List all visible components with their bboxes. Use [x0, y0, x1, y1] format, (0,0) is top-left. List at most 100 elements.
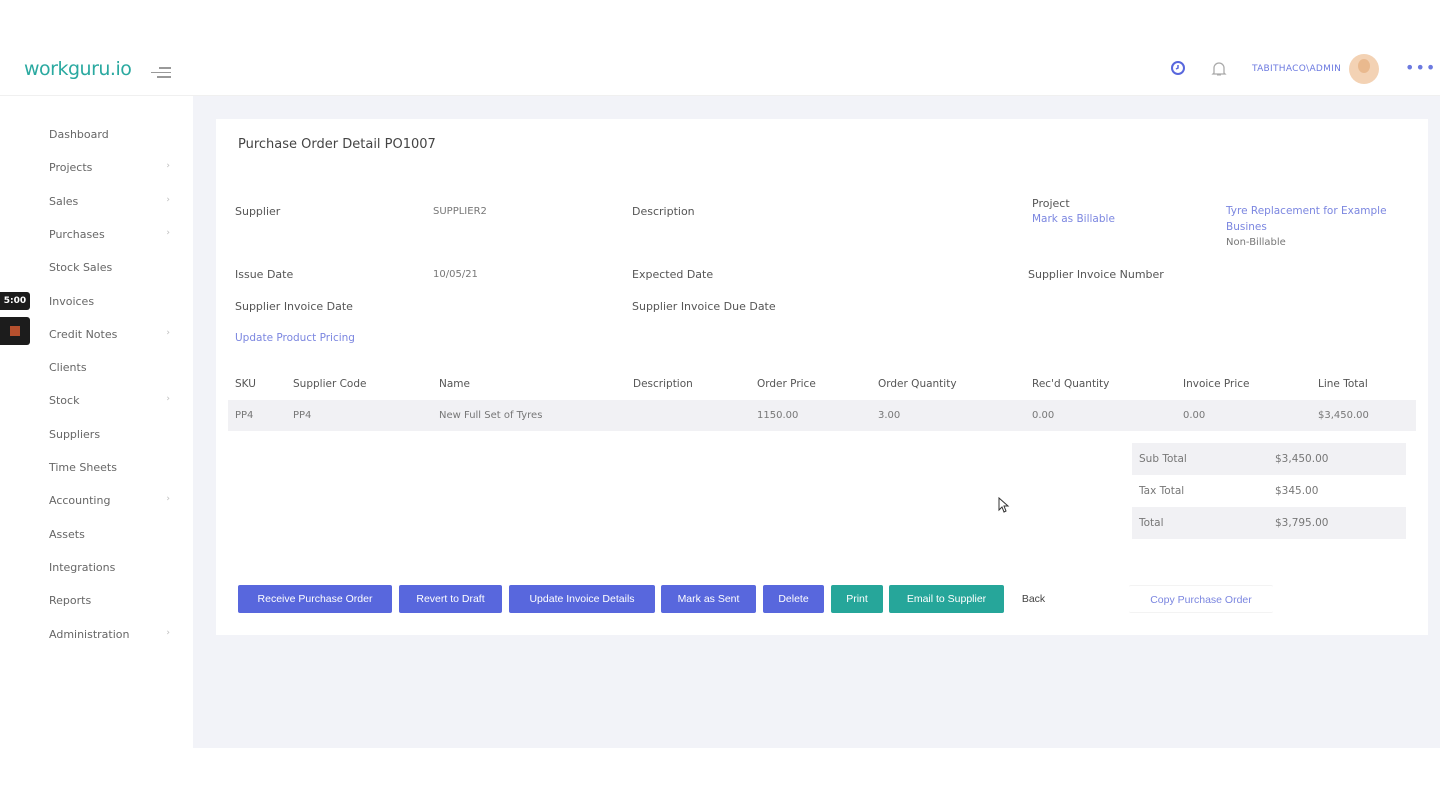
user-name[interactable]: TABITHACO\ADMIN — [1252, 64, 1342, 74]
top-bar: workguru.io TABITHACO\ADMIN ••• — [0, 44, 1440, 96]
bell-icon[interactable] — [1211, 60, 1227, 78]
avatar[interactable] — [1349, 54, 1379, 84]
chevron-right-icon: › — [166, 227, 170, 238]
stop-recording-button[interactable] — [0, 317, 30, 345]
description-label: Description — [632, 205, 695, 218]
receive-purchase-order-button[interactable]: Receive Purchase Order — [238, 585, 392, 613]
supplier-value: SUPPLIER2 — [433, 206, 487, 217]
sidebar-item-clients[interactable]: Clients — [49, 361, 174, 374]
table-row: PP4 PP4 New Full Set of Tyres 1150.00 3.00 0.… — [228, 400, 1416, 431]
sub-total-row: Sub Total $3,450.00 — [1132, 443, 1406, 475]
print-button[interactable]: Print — [831, 585, 883, 613]
sidebar-item-label: Suppliers — [49, 427, 101, 441]
sidebar-item-label: Stock — [49, 394, 80, 408]
column-header: Description — [633, 378, 693, 390]
clock-icon[interactable] — [1170, 60, 1186, 76]
timer-badge[interactable]: 5:00 — [0, 292, 30, 310]
column-header: Line Total — [1318, 378, 1368, 390]
menu-toggle-icon[interactable] — [151, 64, 171, 81]
column-header: Supplier Code — [293, 378, 367, 390]
update-invoice-details-button[interactable]: Update Invoice Details — [509, 585, 655, 613]
sidebar-item-label: Stock Sales — [49, 261, 113, 275]
table-cell: PP4 — [293, 410, 312, 421]
chevron-right-icon: › — [166, 627, 170, 638]
chevron-right-icon: › — [166, 494, 170, 505]
sub-total-value: $3,450.00 — [1275, 453, 1329, 465]
mark-as-sent-button[interactable]: Mark as Sent — [661, 585, 756, 613]
supplier-invoice-number-label: Supplier Invoice Number — [1028, 268, 1164, 281]
sidebar-item-integrations[interactable]: Integrations — [49, 561, 174, 574]
sidebar-item-label: Purchases — [49, 227, 105, 241]
email-to-supplier-button[interactable]: Email to Supplier — [889, 585, 1004, 613]
column-header: Invoice Price — [1183, 378, 1250, 390]
more-icon[interactable]: ••• — [1405, 58, 1437, 77]
table-cell: PP4 — [235, 410, 254, 421]
chevron-right-icon: › — [166, 327, 170, 338]
column-header: Rec'd Quantity — [1032, 378, 1110, 390]
sidebar-item-label: Credit Notes — [49, 327, 118, 341]
column-header: Order Quantity — [878, 378, 957, 390]
sidebar-item-sales[interactable]: Sales › — [49, 195, 174, 208]
sub-total-label: Sub Total — [1139, 453, 1187, 465]
supplier-invoice-date-label: Supplier Invoice Date — [235, 300, 353, 313]
total-row: Total $3,795.00 — [1132, 507, 1406, 539]
sidebar-item-label: Assets — [49, 527, 85, 541]
sidebar-item-label: Dashboard — [49, 128, 109, 141]
sidebar-item-label: Integrations — [49, 560, 116, 574]
sidebar-item-purchases[interactable]: Purchases › — [49, 228, 174, 241]
project-label: Project — [1032, 197, 1070, 210]
sidebar-item-label: Time Sheets — [49, 461, 117, 474]
mouse-cursor-icon — [998, 497, 1010, 513]
chevron-right-icon: › — [166, 194, 170, 205]
tax-total-label: Tax Total — [1139, 485, 1185, 497]
project-link-cont[interactable]: Busines — [1226, 221, 1267, 233]
issue-date-value: 10/05/21 — [433, 269, 478, 280]
copy-purchase-order-button[interactable]: Copy Purchase Order — [1129, 585, 1273, 613]
sidebar: Dashboard Projects › Sales › Purchases › Stock … — [0, 96, 193, 748]
sidebar-item-stock-sales[interactable]: Stock Sales — [49, 261, 174, 274]
sidebar-item-assets[interactable]: Assets — [49, 528, 174, 541]
column-header: Name — [439, 378, 470, 390]
table-cell: New Full Set of Tyres — [439, 410, 543, 421]
expected-date-label: Expected Date — [632, 268, 714, 281]
sidebar-item-credit-notes[interactable]: Credit Notes › — [49, 328, 174, 341]
back-button[interactable]: Back — [1011, 585, 1056, 613]
delete-button[interactable]: Delete — [763, 585, 824, 613]
billing-status: Non-Billable — [1226, 237, 1286, 248]
update-product-pricing-link[interactable]: Update Product Pricing — [235, 332, 355, 344]
sidebar-item-label: Sales — [49, 194, 79, 208]
sidebar-item-label: Administration — [49, 627, 130, 641]
sidebar-item-projects[interactable]: Projects › — [49, 161, 174, 174]
table-cell: 3.00 — [878, 410, 901, 421]
sidebar-item-label: Clients — [49, 361, 87, 375]
sidebar-item-reports[interactable]: Reports — [49, 594, 174, 607]
sidebar-item-label: Projects — [49, 161, 93, 175]
sidebar-item-label: Invoices — [49, 294, 95, 308]
logo[interactable]: workguru.io — [24, 58, 132, 80]
mark-billable-link[interactable]: Mark as Billable — [1032, 213, 1115, 225]
table-cell: 0.00 — [1183, 410, 1206, 421]
sidebar-item-stock[interactable]: Stock › — [49, 394, 174, 407]
sidebar-item-dashboard[interactable]: Dashboard — [49, 128, 174, 141]
table-cell: 1150.00 — [757, 410, 799, 421]
sidebar-item-suppliers[interactable]: Suppliers — [49, 428, 174, 441]
sidebar-item-time-sheets[interactable]: Time Sheets — [49, 461, 174, 474]
sidebar-item-label: Reports — [49, 594, 92, 608]
total-value: $3,795.00 — [1275, 517, 1329, 529]
page-title: Purchase Order Detail PO1007 — [238, 137, 436, 152]
supplier-invoice-due-label: Supplier Invoice Due Date — [632, 300, 776, 313]
revert-to-draft-button[interactable]: Revert to Draft — [399, 585, 502, 613]
sidebar-item-administration[interactable]: Administration › — [49, 628, 174, 641]
table-cell: $3,450.00 — [1318, 410, 1369, 421]
project-link[interactable]: Tyre Replacement for Example — [1226, 205, 1387, 217]
supplier-label: Supplier — [235, 205, 281, 218]
sidebar-item-invoices[interactable]: Invoices — [49, 295, 174, 308]
chevron-right-icon: › — [166, 161, 170, 172]
purchase-order-card: Purchase Order Detail PO1007 Supplier SU… — [216, 119, 1428, 635]
sidebar-item-accounting[interactable]: Accounting › — [49, 494, 174, 507]
total-label: Total — [1139, 517, 1164, 529]
table-cell: 0.00 — [1032, 410, 1055, 421]
chevron-right-icon: › — [166, 394, 170, 405]
tax-total-value: $345.00 — [1275, 485, 1319, 497]
sidebar-item-label: Accounting — [49, 494, 111, 508]
